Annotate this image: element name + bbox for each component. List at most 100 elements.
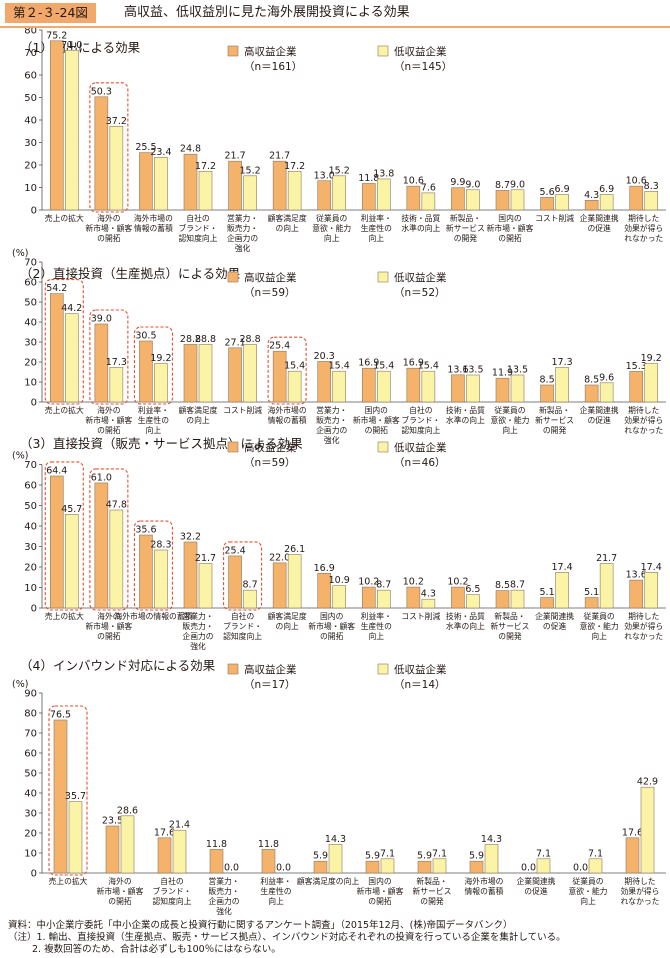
bar-low <box>68 801 83 874</box>
bar-low <box>536 858 551 874</box>
bar-high <box>629 185 644 211</box>
data-label: 16.9 <box>358 358 379 369</box>
category-label: 顧客満足度 <box>268 611 307 621</box>
legend-swatch <box>377 663 389 675</box>
data-label: 14.3 <box>481 834 502 845</box>
bar-low <box>376 370 391 403</box>
category-label: れなかった <box>624 426 663 435</box>
y-tick-label: 10 <box>24 378 37 389</box>
data-label: 28.3 <box>150 539 171 550</box>
category-label: の開拓 <box>97 425 121 435</box>
bar-high <box>495 590 510 609</box>
data-label: 0.0 <box>521 863 536 874</box>
figure-title: 高収益、低収益別に見た海外展開投資による効果 <box>124 5 410 20</box>
category-label: 売上の拡大 <box>45 405 84 415</box>
data-label: 4.3 <box>421 589 436 600</box>
category-label: 強化 <box>190 641 206 651</box>
legend-swatch <box>377 441 389 453</box>
bar-high <box>49 293 64 403</box>
category-label: 国内の <box>365 405 389 415</box>
category-label: 国内の <box>368 876 392 886</box>
data-label: 8.3 <box>644 181 659 192</box>
category-label: 国内の <box>498 213 522 223</box>
bar-low <box>332 370 347 403</box>
data-label: 7.1 <box>380 848 395 859</box>
category-label: 新市場・顧客 <box>487 223 534 233</box>
bar-low <box>599 382 614 403</box>
bar-high <box>105 825 120 874</box>
y-axis-unit: (%) <box>12 679 28 690</box>
category-label: 企業間連携 <box>580 213 619 223</box>
data-label: 6.9 <box>599 184 614 195</box>
highlight-box <box>89 309 129 405</box>
bar-low <box>555 572 569 609</box>
bar-high <box>313 860 328 874</box>
bar-low <box>421 370 436 403</box>
chart-title: （2）直接投資（生産拠点）による効果 <box>20 266 241 281</box>
category-label: コスト削減 <box>223 405 262 415</box>
data-label: 11.8 <box>206 839 227 850</box>
y-tick-label: 80 <box>24 709 37 720</box>
category-label: の開拓 <box>97 631 121 641</box>
data-label: 50.3 <box>91 86 112 97</box>
bar-high <box>317 573 332 609</box>
bar-low <box>466 374 480 403</box>
category-label: の開拓 <box>365 425 389 435</box>
category-label: 向上 <box>502 425 518 435</box>
bar-high <box>261 849 276 874</box>
bar-high <box>495 377 510 403</box>
category-label: 企業間連携 <box>535 611 574 621</box>
legend-n: （n＝59） <box>244 287 296 299</box>
data-label: 44.2 <box>61 303 82 314</box>
data-label: 22.0 <box>269 552 290 563</box>
legend-n: （n＝52） <box>394 287 446 299</box>
category-label: の開拓 <box>97 233 121 243</box>
data-label: 17.6 <box>622 827 643 838</box>
data-label: 64.4 <box>46 465 67 476</box>
bar-low <box>421 598 436 609</box>
bar-high <box>406 367 421 403</box>
y-tick-label: 80 <box>24 28 37 37</box>
data-label: 35.6 <box>135 525 156 536</box>
category-label: 技術・品質 <box>446 611 485 621</box>
legend-n: （n＝59） <box>244 457 296 469</box>
category-label: 従業員の <box>572 876 603 886</box>
data-label: 13.6 <box>447 364 468 375</box>
highlight-box <box>133 326 173 405</box>
category-label: の開発 <box>420 897 444 906</box>
y-tick-label: 20 <box>24 161 37 172</box>
bar-high <box>540 597 554 609</box>
data-label: 19.2 <box>150 353 171 364</box>
highlight-box <box>44 461 84 611</box>
bar-low <box>510 189 525 211</box>
y-tick-label: 20 <box>24 563 37 574</box>
bar-low <box>287 171 302 211</box>
bar-high <box>361 367 376 403</box>
category-label: の向上 <box>186 415 210 425</box>
legend-label: 高収益企業 <box>244 45 297 58</box>
category-label: 意欲・能力 <box>491 415 530 425</box>
category-label: 新市場・顧客 <box>97 886 144 896</box>
data-label: 13.8 <box>373 168 394 179</box>
bar-low <box>484 844 499 874</box>
data-label: 28.8 <box>239 334 260 345</box>
category-label: 向上 <box>368 631 384 641</box>
y-tick-label: 60 <box>24 278 37 289</box>
bar-low <box>588 858 603 874</box>
data-label: 5.9 <box>313 851 328 862</box>
y-axis-unit: (%) <box>12 451 28 462</box>
data-label: 8.5 <box>495 580 510 591</box>
figure-number: 第２-３-24図 <box>5 3 96 23</box>
bar-low <box>287 554 302 609</box>
bar-low <box>376 178 391 211</box>
y-tick-label: 0 <box>31 869 37 880</box>
data-label: 21.7 <box>195 553 216 564</box>
data-label: 8.7 <box>376 580 391 591</box>
bar-low <box>243 589 257 609</box>
y-tick-label: 50 <box>24 769 37 780</box>
y-tick-label: 50 <box>24 93 37 104</box>
bar-low <box>198 171 213 211</box>
chart-panel-2: （2）直接投資（生産拠点）による効果 (%) 高収益企業 （n＝59） 低収益企業 （n＝… <box>12 248 666 445</box>
data-label: 8.5 <box>540 375 555 386</box>
charts-canvas: （1）輸出による効果(%)高収益企業（n＝161）低収益企業（n＝145）010… <box>12 28 666 916</box>
